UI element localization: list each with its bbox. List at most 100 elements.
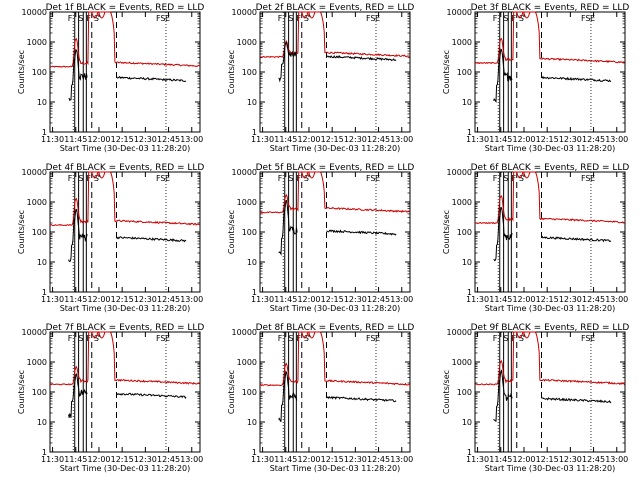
panel-title: Det 9f BLACK = Events, RED = LLD [471, 323, 630, 333]
x-tick-label: 12:45 [157, 295, 180, 304]
segment-label: E [375, 14, 380, 23]
panel-title: Det 2f BLACK = Events, RED = LLD [256, 3, 415, 13]
lld-saturation-bump [91, 11, 99, 19]
segment-label: F [366, 174, 371, 183]
x-axis-label: Start Time (30-Dec-03 11:28:20) [485, 464, 616, 473]
segment-label: E [165, 334, 170, 343]
segment-label: S [585, 174, 590, 183]
x-tick-label: 13:00 [180, 455, 203, 464]
x-tick-label: 12:15 [536, 455, 559, 464]
detector-panel-3: Det 3f BLACK = Events, RED = LLD 1 10 100 10… [442, 3, 629, 153]
lld-saturation-bump [98, 171, 106, 179]
segment-label: F [278, 174, 283, 183]
x-tick-label: 12:00 [87, 135, 110, 144]
y-axis-label: Counts/sec [17, 210, 26, 254]
segment-label: E [590, 334, 595, 343]
lld-saturation-bump [523, 171, 531, 179]
x-tick-label: 11:30 [41, 295, 64, 304]
y-tick-label: 10 [37, 258, 47, 267]
segment-label: F [493, 174, 498, 183]
y-tick-label: 100 [457, 388, 472, 397]
detector-panel-1: Det 1f BLACK = Events, RED = LLD 1 10 100 10… [17, 3, 204, 153]
x-tick-label: 12:15 [111, 455, 134, 464]
segment-label: E [165, 174, 170, 183]
x-tick-label: 12:30 [134, 455, 157, 464]
plot-frame [259, 11, 411, 133]
x-tick-label: 11:30 [466, 295, 489, 304]
y-axis-label: Counts/sec [442, 370, 451, 414]
lld-saturation-bump [308, 171, 316, 179]
x-tick-label: 12:15 [321, 455, 344, 464]
x-tick-label: 11:45 [489, 135, 512, 144]
y-tick-label: 10 [247, 98, 257, 107]
panel-title: Det 6f BLACK = Events, RED = LLD [471, 163, 630, 173]
x-tick-label: 12:00 [512, 455, 535, 464]
segment-label: E [165, 14, 170, 23]
y-axis-label: Counts/sec [17, 50, 26, 94]
y-tick-label: 100 [242, 68, 257, 77]
lld-saturation-bump [301, 331, 309, 339]
events-curve-late [541, 75, 612, 83]
segment-label: F [68, 334, 73, 343]
y-axis-label: Counts/sec [17, 370, 26, 414]
y-tick-label: 1000 [452, 358, 472, 367]
lld-saturation-bump [308, 331, 316, 339]
lld-curve [49, 171, 201, 227]
panel-title: Det 4f BLACK = Events, RED = LLD [46, 163, 205, 173]
x-tick-label: 12:45 [367, 455, 390, 464]
x-tick-label: 11:45 [489, 455, 512, 464]
segment-label: F [493, 14, 498, 23]
x-tick-label: 11:30 [466, 135, 489, 144]
y-tick-label: 10 [247, 418, 257, 427]
events-curve-late [116, 392, 187, 399]
x-tick-label: 12:30 [559, 455, 582, 464]
segment-label: E [375, 334, 380, 343]
x-tick-label: 11:30 [251, 455, 274, 464]
x-tick-label: 12:45 [157, 135, 180, 144]
events-curve-early [278, 42, 298, 83]
segment-label: F [366, 14, 371, 23]
x-tick-label: 12:30 [344, 455, 367, 464]
y-tick-label: 10 [37, 98, 47, 107]
x-axis-label: Start Time (30-Dec-03 11:28:20) [60, 144, 191, 153]
segment-label: S [78, 14, 83, 23]
x-tick-label: 12:45 [367, 135, 390, 144]
x-axis-label: Start Time (30-Dec-03 11:28:20) [270, 144, 401, 153]
segment-label: E [590, 174, 595, 183]
segment-label: S [519, 334, 524, 343]
x-tick-label: 13:00 [605, 295, 628, 304]
events-curve-late [116, 75, 187, 83]
lld-curve [474, 331, 626, 386]
y-tick-label: 1000 [237, 358, 257, 367]
segment-label: F [68, 14, 73, 23]
lld-curve [259, 171, 411, 214]
y-tick-label: 10000 [22, 328, 47, 337]
detector-panel-9: Det 9f BLACK = Events, RED = LLD 1 10 100 10… [442, 323, 629, 473]
lld-saturation-bump [91, 171, 99, 179]
segment-label: F [156, 14, 161, 23]
x-tick-label: 12:00 [512, 295, 535, 304]
segment-label: E [590, 14, 595, 23]
segment-label: S [94, 174, 99, 183]
segment-label: S [160, 334, 165, 343]
x-tick-label: 12:45 [582, 455, 605, 464]
x-tick-label: 13:00 [390, 135, 413, 144]
segment-label: F [581, 334, 586, 343]
segment-label: F [581, 14, 586, 23]
y-tick-label: 10 [37, 418, 47, 427]
y-tick-label: 100 [242, 388, 257, 397]
y-axis-label: Counts/sec [227, 370, 236, 414]
y-tick-label: 1 [252, 128, 257, 137]
plot-frame [259, 331, 411, 453]
segment-label: F [581, 174, 586, 183]
lld-curve [49, 331, 201, 386]
events-curve-early [493, 206, 513, 262]
y-tick-label: 100 [32, 388, 47, 397]
y-tick-label: 1000 [27, 358, 47, 367]
x-axis-label: Start Time (30-Dec-03 11:28:20) [485, 144, 616, 153]
x-tick-label: 12:15 [321, 135, 344, 144]
x-tick-label: 12:15 [536, 295, 559, 304]
x-tick-label: 13:00 [605, 455, 628, 464]
events-curve-late [326, 55, 397, 62]
segment-label: S [94, 14, 99, 23]
